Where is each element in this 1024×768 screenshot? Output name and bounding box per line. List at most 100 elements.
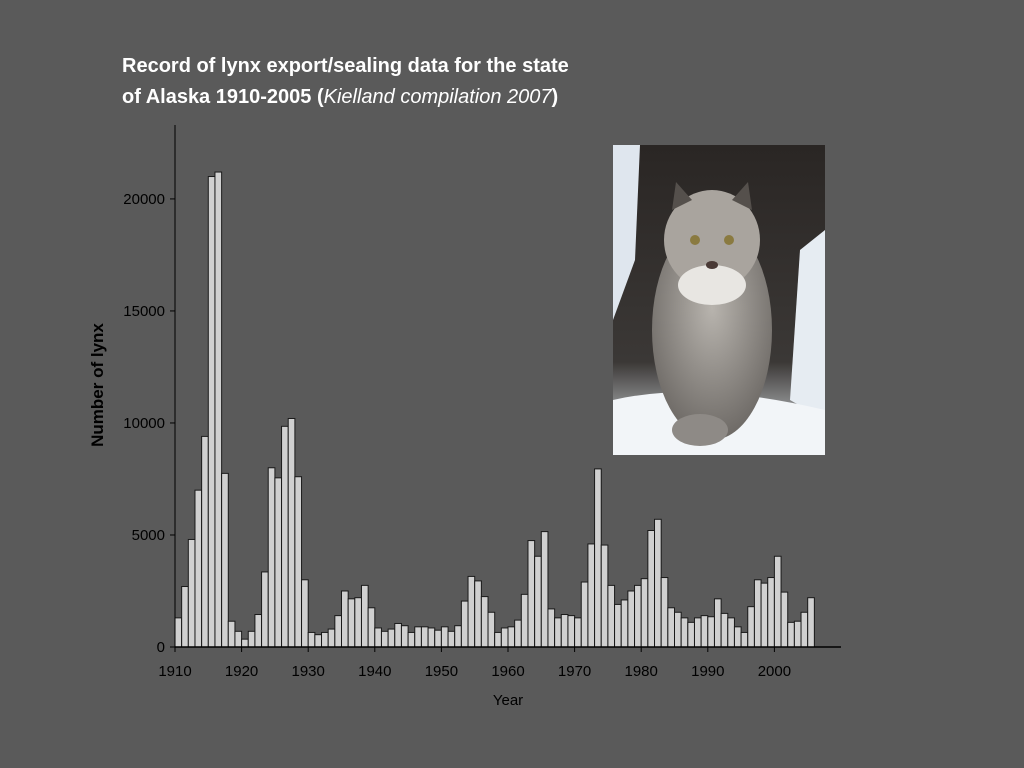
y-tick-label: 0 bbox=[157, 639, 165, 656]
bar bbox=[787, 621, 795, 648]
bar bbox=[420, 626, 429, 648]
bar bbox=[647, 530, 656, 648]
bar bbox=[454, 625, 462, 648]
bar bbox=[434, 629, 442, 648]
bar bbox=[534, 555, 542, 648]
x-tick-label: 1920 bbox=[225, 663, 258, 680]
bar bbox=[554, 617, 562, 648]
bar bbox=[347, 598, 356, 648]
bar bbox=[760, 582, 769, 648]
bar bbox=[733, 626, 742, 648]
bar bbox=[367, 607, 376, 648]
bar bbox=[687, 621, 695, 648]
x-tick-label: 1970 bbox=[558, 663, 591, 680]
bar bbox=[807, 597, 815, 648]
bar bbox=[520, 593, 529, 648]
bar bbox=[634, 584, 642, 648]
bar bbox=[281, 425, 289, 648]
x-tick-label: 1930 bbox=[292, 663, 325, 680]
bar bbox=[241, 638, 249, 648]
bar bbox=[700, 615, 709, 648]
bar bbox=[587, 543, 596, 648]
bar bbox=[374, 627, 382, 648]
title-citation: Kielland compilation 2007 bbox=[324, 86, 553, 108]
bar bbox=[780, 591, 789, 648]
bar bbox=[567, 615, 576, 648]
bar bbox=[594, 468, 602, 648]
x-tick-label: 1950 bbox=[425, 663, 458, 680]
bar bbox=[527, 540, 536, 648]
bar bbox=[773, 555, 782, 648]
title-part: of Alaska 1910-2005 ( bbox=[122, 86, 324, 108]
chart-title-line-2: of Alaska 1910-2005 (Kielland compilatio… bbox=[122, 86, 558, 108]
bar bbox=[460, 600, 469, 648]
x-tick-label: 1960 bbox=[491, 663, 524, 680]
bar bbox=[467, 575, 476, 648]
bar bbox=[574, 617, 582, 648]
bar bbox=[201, 435, 209, 648]
x-tick-label: 1990 bbox=[691, 663, 724, 680]
x-tick-label: 1940 bbox=[358, 663, 391, 680]
bar bbox=[380, 630, 389, 648]
bar bbox=[267, 467, 276, 648]
bar bbox=[667, 607, 676, 648]
bar bbox=[800, 611, 809, 648]
y-tick-label: 5000 bbox=[132, 527, 165, 544]
bar bbox=[620, 599, 629, 648]
y-tick-label: 20000 bbox=[123, 191, 165, 208]
bar bbox=[500, 627, 509, 648]
bar bbox=[314, 634, 323, 648]
bar bbox=[261, 571, 269, 648]
y-axis-label: Number of lynx bbox=[88, 323, 107, 447]
bar bbox=[181, 586, 189, 648]
bar bbox=[480, 596, 489, 648]
bar bbox=[713, 598, 722, 648]
bar bbox=[514, 619, 522, 648]
bar bbox=[174, 617, 183, 648]
bar bbox=[600, 544, 609, 648]
bar bbox=[740, 631, 749, 648]
bar bbox=[614, 603, 622, 648]
bar bbox=[654, 518, 662, 648]
bar bbox=[301, 579, 309, 648]
bar bbox=[720, 612, 729, 648]
bar bbox=[427, 627, 436, 648]
bar bbox=[294, 476, 303, 648]
bar bbox=[354, 597, 362, 648]
bar bbox=[560, 614, 569, 648]
bar bbox=[660, 577, 669, 648]
bar bbox=[254, 614, 263, 648]
bar bbox=[387, 628, 396, 648]
lynx-photo bbox=[613, 145, 825, 455]
bar bbox=[440, 626, 449, 648]
bar bbox=[727, 617, 735, 648]
bar bbox=[580, 581, 589, 648]
title-part: ) bbox=[552, 86, 559, 108]
bar bbox=[327, 628, 336, 648]
bar bbox=[187, 538, 196, 648]
bar bbox=[360, 584, 369, 648]
bar bbox=[707, 616, 715, 648]
bar bbox=[747, 606, 755, 648]
bar bbox=[214, 171, 223, 648]
x-tick-label: 1980 bbox=[625, 663, 658, 680]
x-tick-label: 1910 bbox=[158, 663, 191, 680]
bar bbox=[307, 631, 316, 648]
bar bbox=[321, 631, 329, 648]
bar bbox=[447, 630, 456, 648]
bar bbox=[221, 472, 229, 648]
x-axis-label: Year bbox=[493, 692, 523, 709]
bar bbox=[547, 608, 556, 648]
bar bbox=[287, 417, 296, 648]
bar bbox=[341, 590, 349, 648]
bar bbox=[234, 630, 243, 648]
bar bbox=[627, 590, 636, 648]
bar bbox=[394, 622, 402, 648]
bar bbox=[414, 626, 422, 648]
bar bbox=[674, 611, 682, 648]
bar bbox=[194, 489, 203, 648]
bar bbox=[407, 631, 416, 648]
